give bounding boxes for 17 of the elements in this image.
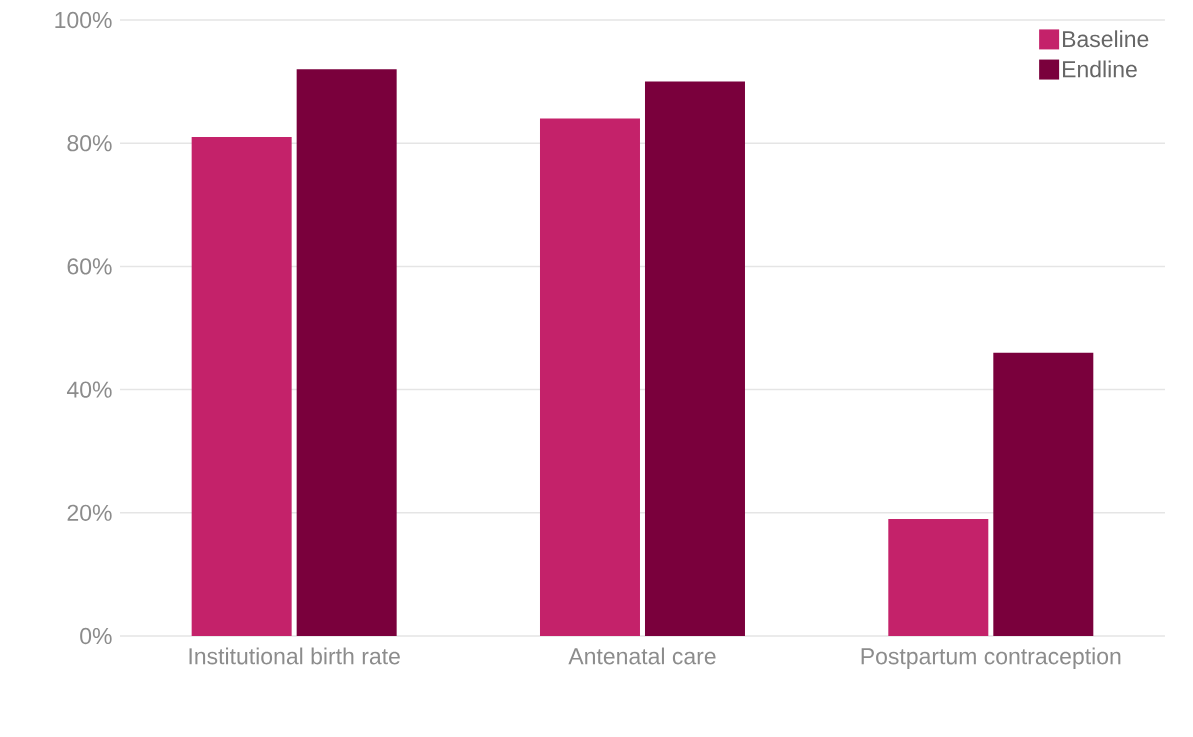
bar (539, 118, 640, 636)
y-tick-label: 40% (66, 381, 112, 398)
bar (993, 352, 1094, 636)
y-tick-label: 0% (80, 627, 112, 645)
x-tick-label: Postpartum contraception (861, 647, 1121, 669)
y-tick-label: 20% (67, 504, 112, 521)
y-tick-label: 100% (55, 11, 112, 29)
x-tick-label: Institutional birth rate (189, 647, 400, 665)
y-tick-label: 80% (67, 135, 112, 152)
y-tick-label: 60% (67, 258, 112, 275)
bar (296, 69, 397, 636)
bar (888, 518, 989, 636)
bar (191, 137, 292, 636)
legend-label: Endline (1063, 60, 1137, 78)
legend-label: Baseline (1063, 30, 1149, 48)
bar (644, 81, 745, 636)
x-tick-label: Antenatal care (568, 647, 716, 665)
